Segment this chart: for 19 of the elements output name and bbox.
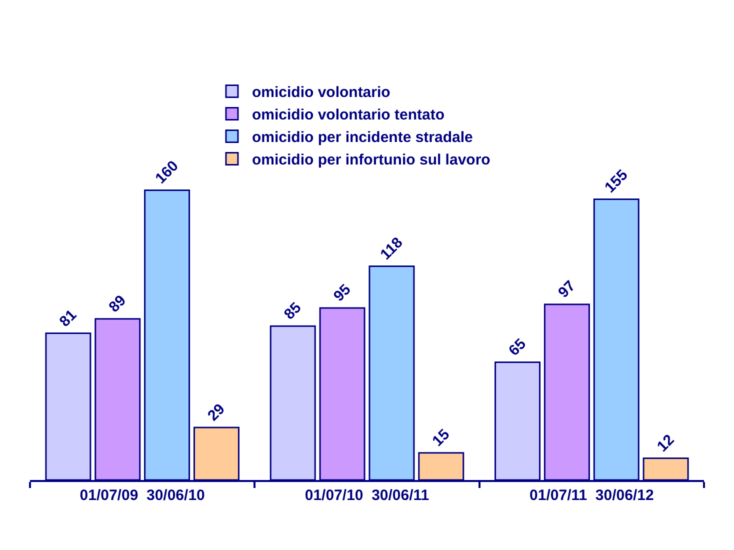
x-tick-label: 01/07/09 30/06/10 [80, 487, 205, 504]
data-label: 85 [280, 299, 305, 324]
legend-label: omicidio volontario tentato [252, 106, 444, 124]
legend-label: omicidio per infortunio sul lavoro [252, 152, 490, 169]
data-label: 81 [56, 306, 80, 330]
data-label: 118 [377, 234, 406, 264]
data-label: 155 [602, 166, 632, 196]
x-tick-label: 01/07/10 30/06/11 [304, 487, 430, 504]
data-label: 97 [555, 278, 579, 302]
data-label: 95 [330, 281, 354, 305]
data-label: 160 [152, 158, 182, 188]
data-label: 29 [204, 400, 228, 424]
data-label: 89 [106, 292, 130, 316]
legend-label: omicidio per incidente stradale [252, 129, 473, 146]
legend-label: omicidio volontario [252, 84, 390, 102]
data-label: 65 [506, 335, 530, 360]
data-label: 12 [654, 431, 678, 456]
x-tick-label: 01/07/11 30/06/12 [530, 487, 654, 504]
data-label: 15 [429, 426, 454, 450]
